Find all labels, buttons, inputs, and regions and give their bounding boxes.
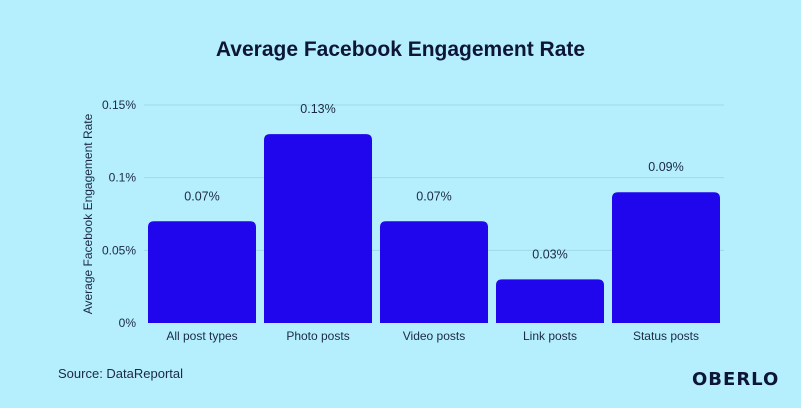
chart-title: Average Facebook Engagement Rate	[215, 38, 586, 61]
bar	[380, 221, 488, 323]
y-tick-label: 0%	[119, 316, 137, 330]
x-tick-label: Video posts	[403, 329, 466, 343]
data-label: 0.09%	[648, 160, 683, 174]
y-tick-label: 0.15%	[102, 98, 136, 112]
data-label: 0.03%	[532, 247, 567, 261]
y-axis-label: Average Facebook Engagement Rate	[81, 113, 95, 314]
bar	[496, 279, 604, 323]
bar	[264, 134, 372, 323]
x-tick-label: All post types	[166, 329, 237, 343]
oberlo-logo: OBERLO	[692, 369, 780, 390]
source-note: Source: DataReportal	[58, 366, 184, 381]
x-tick-label: Photo posts	[286, 329, 349, 343]
x-tick-label: Link posts	[523, 329, 577, 343]
bar	[148, 221, 256, 323]
y-tick-label: 0.05%	[102, 243, 136, 257]
y-tick-label: 0.1%	[109, 171, 137, 185]
bar	[612, 192, 720, 323]
data-label: 0.13%	[300, 102, 335, 116]
data-label: 0.07%	[184, 189, 219, 203]
data-label: 0.07%	[416, 189, 451, 203]
x-tick-label: Status posts	[633, 329, 699, 343]
